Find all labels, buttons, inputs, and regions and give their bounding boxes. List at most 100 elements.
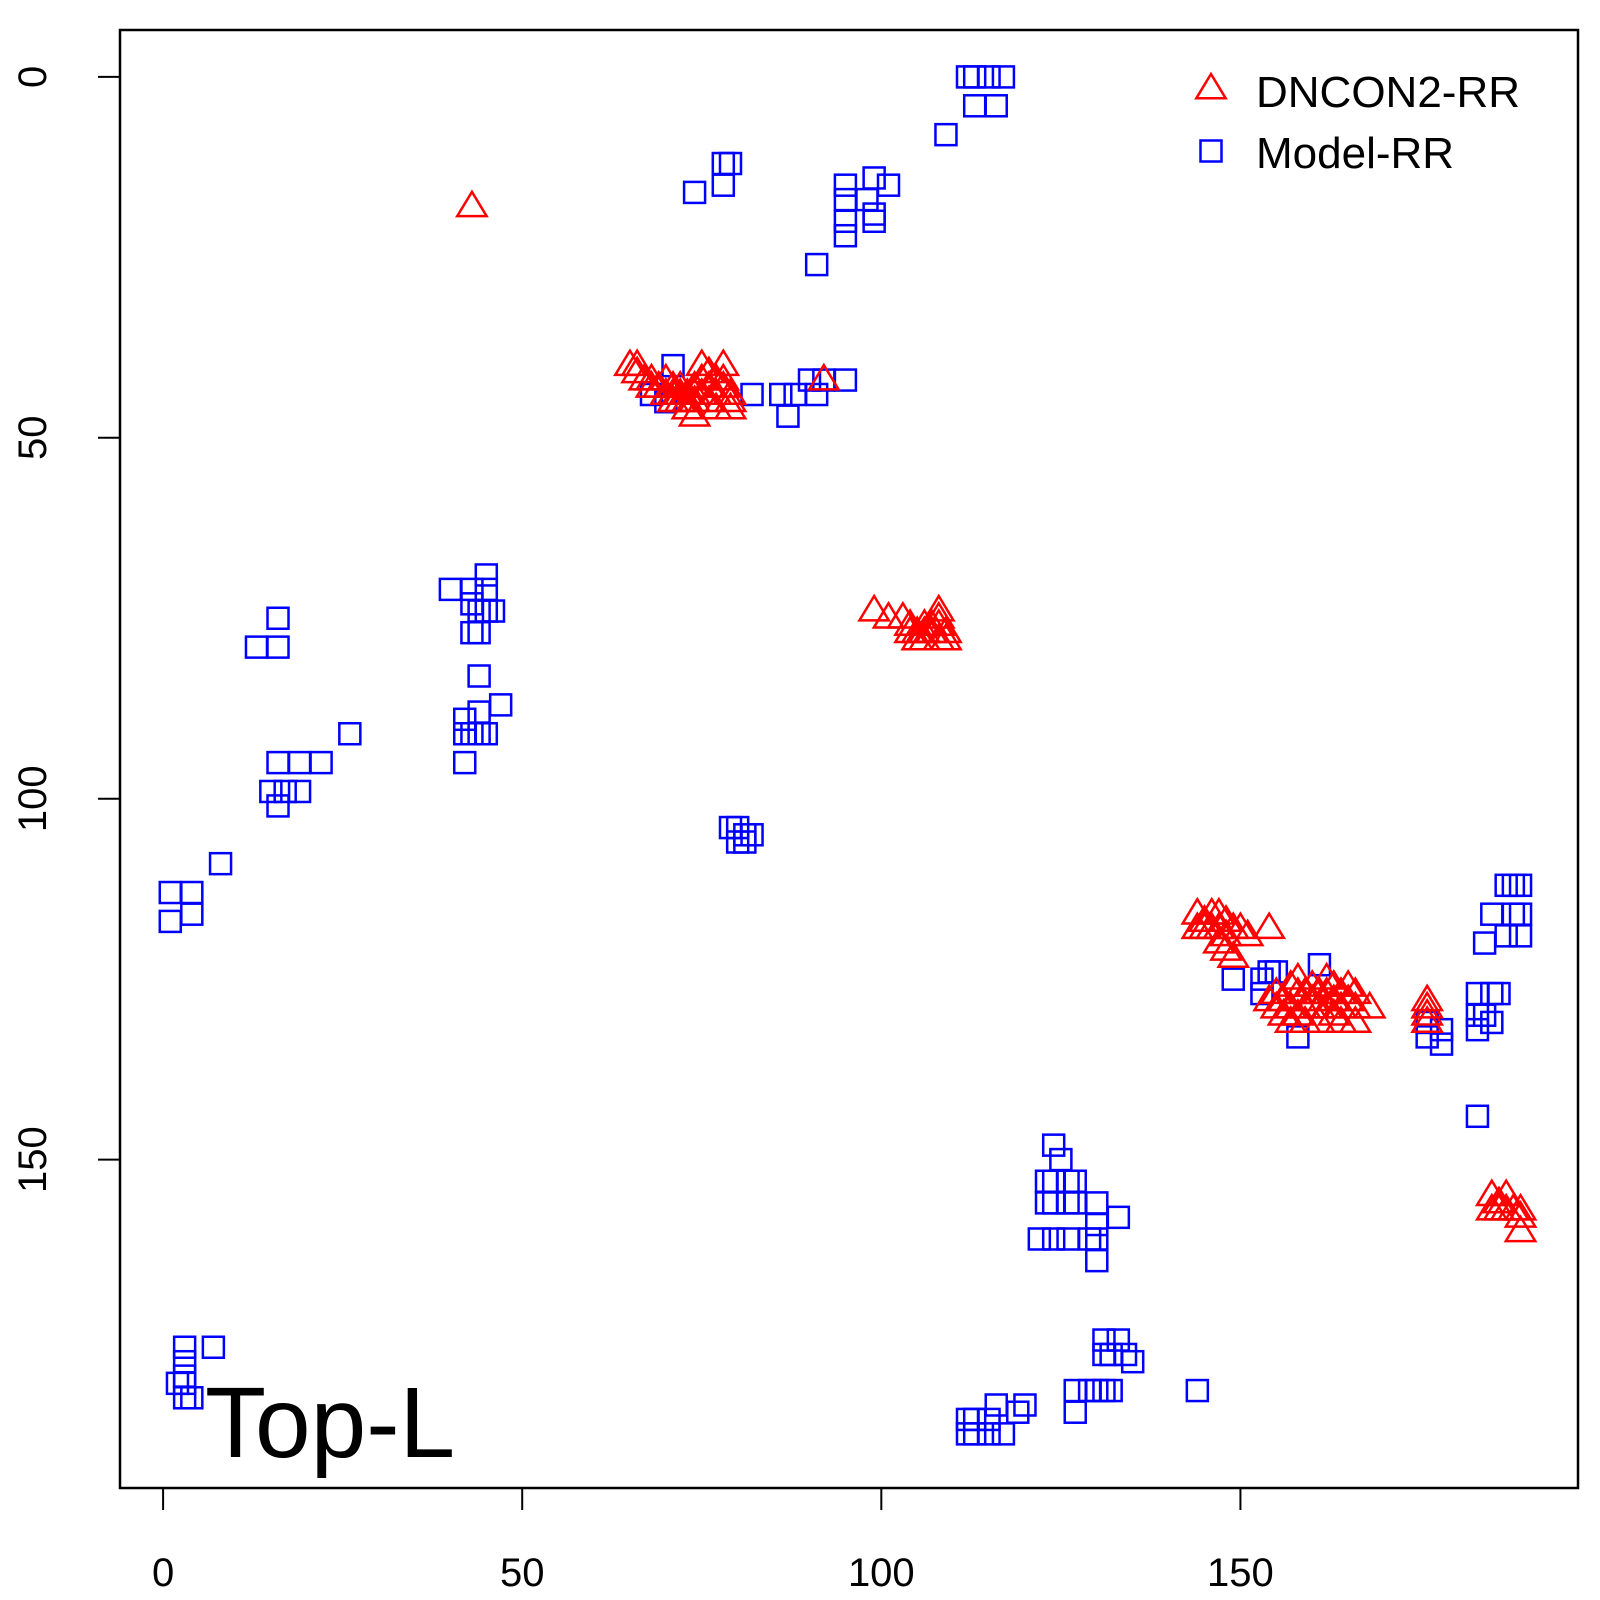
model-rr-point bbox=[1006, 1400, 1030, 1424]
model-rr-point bbox=[1041, 1227, 1066, 1251]
model-rr-point bbox=[1501, 902, 1526, 926]
model-rr-point bbox=[1099, 1342, 1123, 1367]
x-tick-label: 150 bbox=[1207, 1551, 1274, 1595]
model-rr-point bbox=[833, 173, 858, 197]
y-tick-label: 50 bbox=[11, 416, 55, 461]
series-model-rr bbox=[158, 65, 1533, 1446]
model-rr-point bbox=[862, 166, 886, 190]
model-rr-point bbox=[962, 1407, 987, 1432]
dncon2-rr-point bbox=[929, 622, 963, 651]
model-rr-point bbox=[474, 577, 499, 602]
dncon2-rr-point bbox=[806, 362, 841, 391]
model-rr-point bbox=[1465, 1003, 1490, 1027]
model-rr-point bbox=[1494, 873, 1518, 898]
model-rr-point bbox=[804, 382, 829, 407]
model-rr-point bbox=[1092, 1378, 1116, 1403]
dncon2-rr-point bbox=[1209, 903, 1243, 932]
model-rr-point bbox=[467, 721, 491, 746]
model-rr-point bbox=[1027, 1227, 1052, 1251]
model-rr-point bbox=[266, 606, 290, 631]
dncon2-rr-point bbox=[1302, 1005, 1337, 1034]
legend-label-model-rr: Model-RR bbox=[1256, 129, 1454, 178]
dncon2-rr-point bbox=[1410, 983, 1445, 1012]
model-rr-point bbox=[1077, 1378, 1102, 1403]
model-rr-point bbox=[438, 577, 463, 602]
model-rr-point bbox=[1085, 1378, 1109, 1403]
model-rr-point bbox=[984, 94, 1008, 118]
model-rr-point bbox=[962, 94, 987, 118]
chart-annotation: Top-L bbox=[205, 1367, 455, 1479]
dncon2-rr-point bbox=[1352, 990, 1387, 1019]
model-rr-point bbox=[984, 1393, 1008, 1417]
model-rr-point bbox=[1063, 1191, 1087, 1215]
model-rr-point bbox=[1508, 924, 1533, 948]
dncon2-rr-point bbox=[871, 600, 906, 629]
model-rr-point bbox=[682, 180, 707, 205]
model-rr-point bbox=[1120, 1349, 1145, 1374]
model-rr-point bbox=[977, 65, 1001, 89]
model-rr-point bbox=[955, 1422, 980, 1446]
model-rr-point bbox=[962, 65, 987, 89]
model-rr-point bbox=[172, 1335, 197, 1360]
model-rr-point bbox=[833, 368, 858, 392]
model-rr-point bbox=[467, 620, 491, 645]
model-rr-point bbox=[452, 721, 477, 746]
model-rr-point bbox=[783, 382, 807, 407]
dncon2-rr-point bbox=[1309, 961, 1344, 990]
model-rr-point bbox=[338, 721, 362, 746]
dncon2-rr-point bbox=[620, 355, 655, 384]
dncon2-rr-point bbox=[455, 189, 489, 218]
dncon2-rr-point bbox=[1209, 932, 1243, 961]
model-rr-point bbox=[474, 563, 499, 587]
dncon2-rr-point bbox=[1331, 983, 1366, 1012]
dncon2-rr-point bbox=[692, 384, 726, 413]
model-rr-point bbox=[1013, 1393, 1037, 1417]
model-rr-point bbox=[718, 815, 743, 840]
model-rr-point bbox=[1472, 931, 1497, 955]
model-rr-point bbox=[287, 750, 312, 775]
model-rr-point bbox=[1113, 1342, 1138, 1367]
model-rr-point bbox=[1508, 902, 1533, 926]
model-rr-point bbox=[266, 635, 290, 659]
model-rr-point bbox=[1092, 1328, 1116, 1352]
dncon2-rr-point bbox=[1187, 903, 1222, 932]
model-rr-point bbox=[1056, 1227, 1080, 1251]
dncon2-rr-point bbox=[1209, 918, 1243, 947]
model-rr-point bbox=[1085, 1227, 1109, 1251]
model-rr-point bbox=[733, 823, 757, 847]
model-rr-point bbox=[1494, 924, 1518, 948]
legend-markers bbox=[1194, 71, 1228, 163]
model-rr-point bbox=[1063, 1169, 1087, 1193]
model-rr-point bbox=[309, 750, 333, 775]
model-rr-point bbox=[1106, 1205, 1131, 1230]
model-rr-point bbox=[740, 823, 764, 847]
model-rr-point bbox=[740, 382, 764, 407]
model-rr-point bbox=[158, 880, 183, 905]
model-rr-point bbox=[460, 620, 484, 645]
model-rr-point bbox=[876, 173, 901, 197]
model-rr-point bbox=[1041, 1169, 1066, 1193]
model-rr-point bbox=[180, 880, 204, 905]
dncon2-rr-point bbox=[1295, 968, 1330, 997]
model-rr-point bbox=[180, 1386, 204, 1410]
model-rr-point bbox=[862, 202, 886, 226]
dncon2-rr-point bbox=[706, 348, 741, 377]
model-rr-point bbox=[1472, 1003, 1497, 1027]
model-rr-point bbox=[1480, 981, 1504, 1006]
model-rr-point bbox=[158, 909, 183, 934]
model-rr-point bbox=[467, 599, 491, 623]
dncon2-rr-point bbox=[1266, 983, 1301, 1012]
data-marks bbox=[158, 65, 1538, 1446]
legend-marker-dncon2-rr bbox=[1194, 71, 1228, 100]
plot-frame bbox=[118, 28, 1580, 1490]
model-rr-point bbox=[934, 122, 958, 147]
model-rr-point bbox=[776, 404, 800, 428]
model-rr-point bbox=[287, 779, 312, 804]
model-rr-point bbox=[452, 750, 477, 775]
model-rr-point bbox=[481, 599, 506, 623]
model-rr-point bbox=[1041, 1191, 1066, 1215]
dncon2-rr-point bbox=[684, 348, 719, 377]
dncon2-rr-point bbox=[1252, 911, 1287, 940]
dncon2-rr-point bbox=[677, 398, 712, 427]
model-rr-point bbox=[991, 65, 1016, 89]
